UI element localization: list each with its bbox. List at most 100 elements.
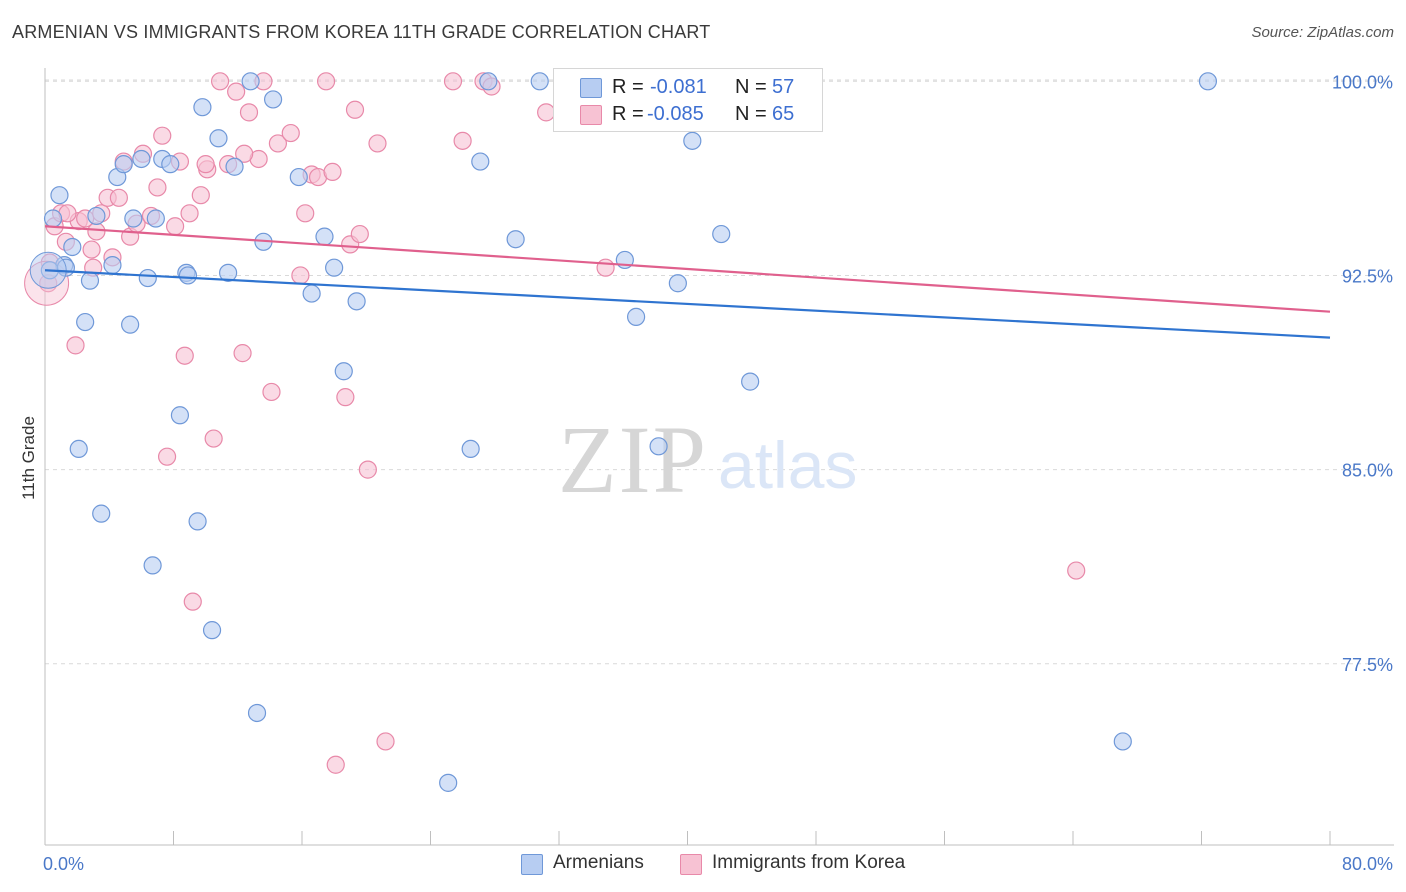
armenians-point	[92, 504, 111, 523]
y-tick-label: 77.5%	[1342, 655, 1393, 675]
armenians-point	[289, 167, 308, 187]
tick-labels: 77.5% 85.0% 92.5% 100.0% 0.0% 80.0%	[43, 72, 1393, 874]
korea-point	[323, 162, 342, 182]
korea-point	[345, 100, 365, 119]
armenians-point	[63, 237, 82, 257]
korea-point	[66, 336, 85, 355]
armenians-point	[315, 227, 334, 246]
n-label: N =	[735, 103, 767, 125]
korea-point	[191, 186, 210, 205]
armenians-point	[302, 284, 321, 303]
armenians-point	[1113, 732, 1132, 751]
armenians-point	[50, 186, 69, 205]
armenians-point	[225, 157, 244, 176]
korea-point	[166, 217, 185, 236]
armenians-point	[193, 98, 212, 117]
armenians-swatch	[521, 854, 543, 875]
korea-point	[281, 123, 300, 143]
armenians-point	[741, 372, 760, 391]
n-value-armenians: 57	[772, 76, 795, 98]
armenians-point	[263, 90, 283, 109]
armenians-point	[1198, 72, 1218, 91]
armenians-point	[626, 307, 646, 326]
armenians-point	[146, 209, 165, 228]
armenians-point	[347, 292, 366, 311]
x-tick-label-min: 0.0%	[43, 854, 84, 874]
armenians-point	[241, 72, 260, 91]
armenians-point	[121, 315, 140, 334]
armenians-point	[506, 230, 525, 249]
korea-point	[291, 266, 310, 285]
armenians-point	[43, 209, 63, 228]
n-label: N =	[735, 76, 767, 98]
armenians-point	[161, 155, 180, 174]
korea-point	[157, 447, 177, 466]
armenians-point	[209, 129, 228, 148]
armenians-point	[103, 256, 122, 275]
legend-label-armenians: Armenians	[553, 852, 644, 873]
korea-point	[235, 144, 254, 163]
armenians-point	[80, 271, 100, 290]
r-value-korea: -0.085	[647, 103, 704, 125]
korea-point	[210, 72, 230, 91]
korea-point	[296, 204, 315, 223]
korea-point	[227, 82, 246, 101]
axes	[44, 68, 1394, 846]
armenians-point	[143, 556, 162, 575]
korea-point	[183, 592, 202, 611]
korea-point	[443, 72, 463, 91]
armenians-point	[138, 268, 157, 288]
y-tick-label: 85.0%	[1342, 461, 1393, 481]
trendlines	[44, 225, 1331, 339]
korea-point	[239, 103, 259, 122]
armenians-point	[69, 439, 88, 459]
r-label: R =	[612, 103, 644, 125]
armenians-point	[461, 439, 480, 459]
armenians-point	[114, 155, 133, 174]
korea-point	[316, 72, 336, 91]
source-credit: Source: ZipAtlas.com	[1251, 24, 1394, 41]
korea-point	[326, 755, 345, 774]
series-korea-points	[24, 72, 1086, 774]
korea-point	[368, 134, 387, 153]
armenians-point	[479, 72, 498, 91]
n-value-korea: 65	[772, 103, 795, 125]
korea-point	[1067, 561, 1086, 580]
watermark: ZIP atlas	[558, 406, 857, 513]
x-tick-label-max: 80.0%	[1342, 854, 1393, 874]
korea-point	[336, 388, 355, 407]
korea-point	[180, 204, 199, 223]
chart-legend: Armenians Immigrants from Korea	[0, 852, 1406, 878]
y-tick-label: 100.0%	[1332, 72, 1393, 92]
korea-point	[453, 131, 472, 150]
korea-point	[262, 382, 281, 402]
korea-swatch	[680, 854, 702, 875]
gridlines	[45, 79, 1390, 665]
stats-box: R = -0.081 N = 57 R = -0.085 N = 65	[553, 68, 823, 132]
armenians-point	[247, 703, 267, 723]
y-tick-label: 92.5%	[1342, 266, 1393, 286]
armenians-point	[202, 621, 222, 640]
armenians-trendline	[44, 269, 1331, 339]
armenians-point	[219, 263, 238, 282]
korea-swatch	[580, 105, 602, 125]
stats-row-korea: R = -0.085 N = 65	[554, 100, 822, 128]
y-axis-title: 11th Grade	[19, 416, 38, 500]
armenians-point	[668, 274, 687, 293]
armenians-point	[188, 512, 207, 531]
armenians-point	[178, 266, 198, 285]
legend-label-korea: Immigrants from Korea	[712, 852, 906, 873]
korea-point	[358, 460, 377, 479]
armenians-point	[170, 406, 190, 425]
armenians-point	[334, 362, 353, 381]
korea-point	[376, 732, 395, 751]
armenians-point	[712, 224, 731, 244]
armenians-point	[325, 258, 344, 277]
korea-point	[596, 258, 615, 277]
r-label: R =	[612, 76, 644, 98]
armenians-point	[87, 206, 106, 226]
watermark-zip: ZIP	[558, 406, 708, 513]
korea-point	[350, 224, 369, 244]
armenians-point	[530, 72, 549, 91]
